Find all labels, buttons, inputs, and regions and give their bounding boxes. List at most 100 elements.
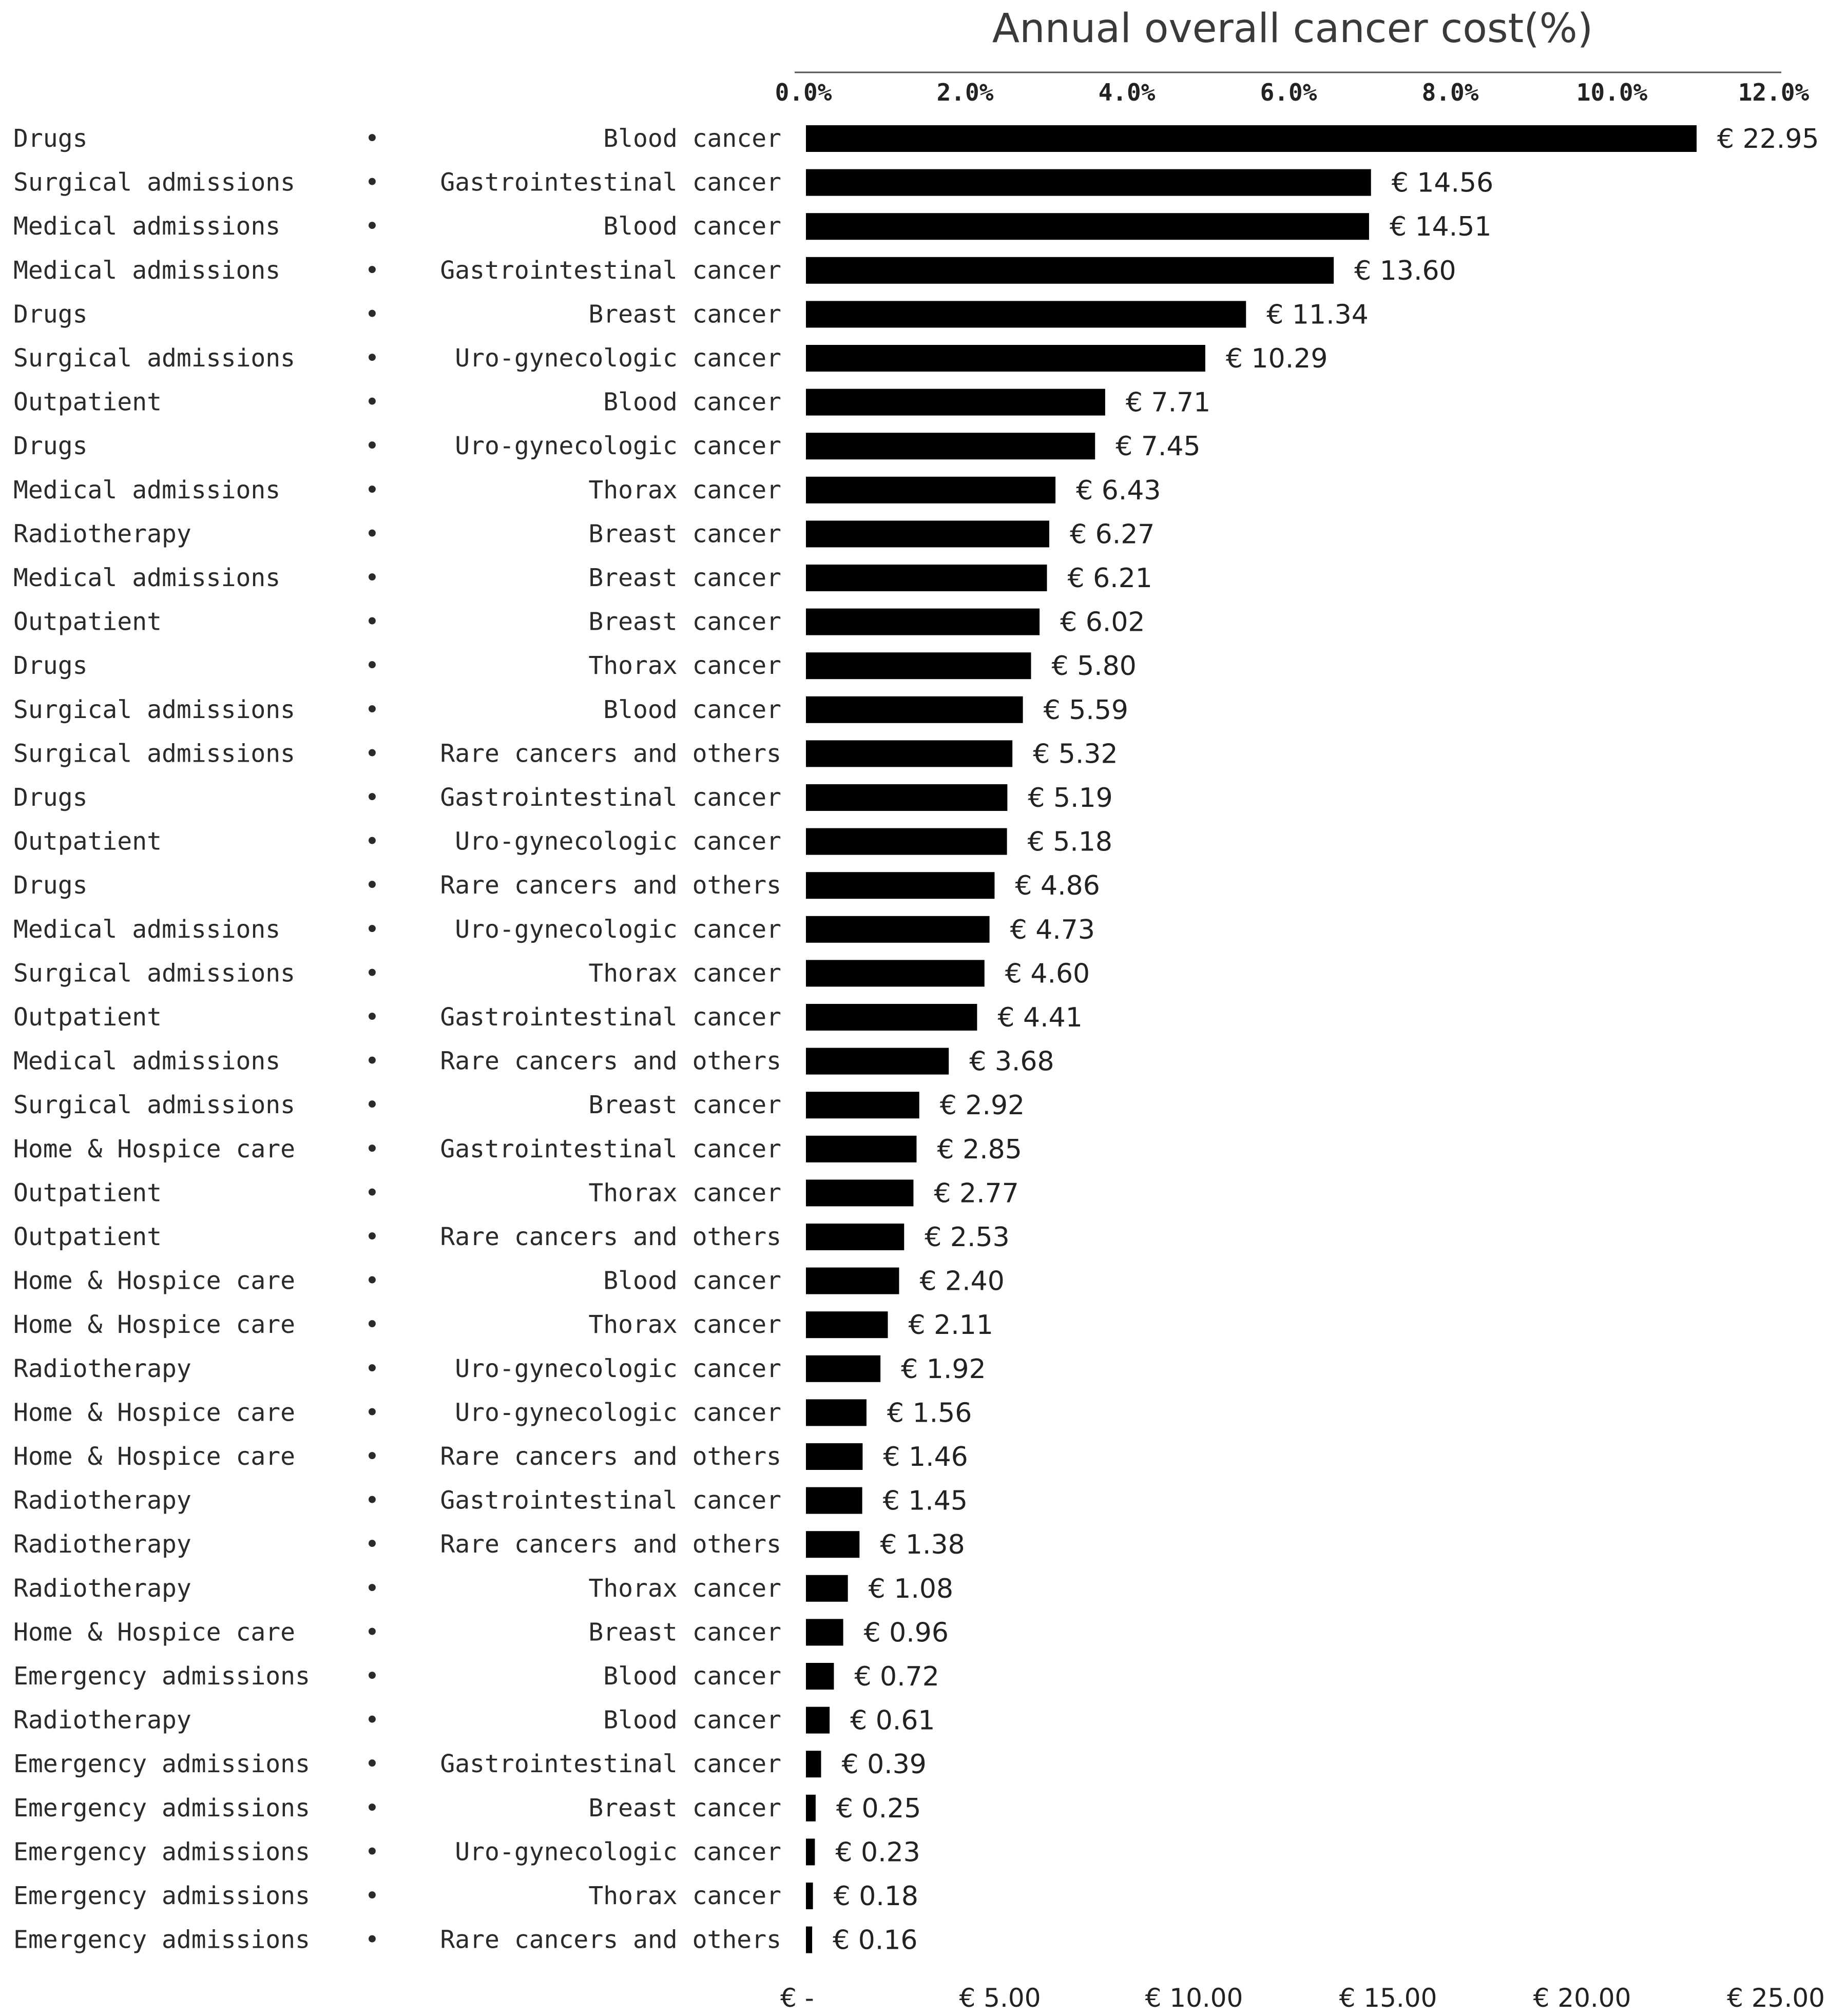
bar-row: Home & Hospice care • Blood cancer € 2.40 — [13, 1266, 1005, 1297]
cancer-label: Breast cancer — [588, 1091, 781, 1119]
bar-row: Surgical admissions • Uro-gynecologic canc… — [13, 343, 1327, 374]
bottom-axis-tick-label: € - — [780, 1983, 814, 2013]
cancer-label: Blood cancer — [603, 1706, 781, 1735]
bullet-separator: • — [365, 695, 380, 724]
value-label: € 13.60 — [1354, 256, 1456, 286]
value-label: € 0.16 — [833, 1925, 917, 1956]
value-label: € 7.45 — [1115, 431, 1200, 462]
cancer-label: Thorax cancer — [588, 651, 781, 680]
bar-row: Outpatient • Thorax cancer € 2.77 — [13, 1178, 1019, 1209]
cancer-label: Thorax cancer — [588, 1178, 781, 1207]
value-label: € 0.39 — [841, 1749, 926, 1780]
service-label: Emergency admissions — [13, 1882, 310, 1910]
bar — [806, 872, 995, 899]
bullet-separator: • — [365, 300, 380, 328]
bar — [806, 1267, 899, 1294]
service-label: Surgical admissions — [13, 739, 295, 768]
service-label: Surgical admissions — [13, 1091, 295, 1119]
value-label: € 1.56 — [887, 1398, 972, 1428]
bar — [806, 257, 1334, 284]
value-label: € 0.96 — [864, 1617, 949, 1648]
bullet-separator: • — [365, 1706, 380, 1735]
value-label: € 6.21 — [1067, 563, 1152, 594]
bar — [806, 520, 1050, 548]
bar — [806, 1619, 843, 1646]
service-label: Emergency admissions — [13, 1837, 310, 1866]
bullet-separator: • — [365, 651, 380, 680]
cancer-label: Blood cancer — [603, 1267, 781, 1295]
bullet-separator: • — [365, 827, 380, 856]
service-label: Radiotherapy — [13, 1706, 191, 1735]
bar-row: Home & Hospice care • Gastrointestinal can… — [13, 1134, 1022, 1165]
service-label: Emergency admissions — [13, 1926, 310, 1954]
value-label: € 2.85 — [937, 1134, 1022, 1165]
value-label: € 1.38 — [880, 1529, 965, 1560]
bar-row: Emergency admissions • Blood cancer € 0.72 — [13, 1661, 939, 1692]
service-label: Home & Hospice care — [13, 1310, 295, 1339]
bottom-axis-ticks: € - € 5.00 € 10.00 € 15.00 € 20.00 € 25.00 — [780, 1983, 1825, 2013]
service-label: Home & Hospice care — [13, 1135, 295, 1164]
bullet-separator: • — [365, 476, 380, 505]
bullet-separator: • — [365, 212, 380, 241]
bar — [806, 301, 1246, 328]
bar-row: Radiotherapy • Blood cancer € 0.61 — [13, 1705, 935, 1736]
bottom-axis-tick-label: € 15.00 — [1339, 1983, 1437, 2013]
service-label: Surgical admissions — [13, 695, 295, 724]
bar — [806, 916, 990, 943]
service-label: Radiotherapy — [13, 1530, 191, 1559]
bullet-separator: • — [365, 915, 380, 944]
bar — [806, 1311, 888, 1339]
value-label: € 1.92 — [901, 1354, 986, 1385]
bar-row: Medical admissions • Blood cancer € 14.51 — [13, 211, 1491, 242]
cancer-label: Uro-gynecologic cancer — [455, 344, 781, 373]
service-label: Home & Hospice care — [13, 1398, 295, 1427]
service-label: Medical admissions — [13, 564, 280, 592]
service-label: Radiotherapy — [13, 1574, 191, 1603]
bar — [806, 433, 1095, 460]
value-label: € 2.11 — [909, 1310, 993, 1341]
bar — [806, 1179, 914, 1207]
bar — [806, 696, 1023, 723]
bar-row: Drugs • Thorax cancer € 5.80 — [13, 651, 1137, 682]
value-label: € 22.95 — [1717, 124, 1819, 154]
service-label: Medical admissions — [13, 256, 280, 285]
bar — [806, 345, 1205, 372]
bar — [806, 608, 1040, 635]
bar-row: Emergency admissions • Rare cancers and ot… — [13, 1925, 918, 1956]
bar-row: Radiotherapy • Rare cancers and others € 1.… — [13, 1529, 965, 1560]
cancer-label: Thorax cancer — [588, 1574, 781, 1603]
bullet-separator: • — [365, 1354, 380, 1383]
bottom-axis-tick-label: € 10.00 — [1145, 1983, 1243, 2013]
cancer-label: Gastrointestinal cancer — [440, 256, 781, 285]
bar — [806, 1004, 977, 1031]
service-label: Surgical admissions — [13, 168, 295, 197]
cancer-label: Uro-gynecologic cancer — [455, 1398, 781, 1427]
top-axis-tick-label: 12.0% — [1738, 79, 1810, 106]
cancer-label: Gastrointestinal cancer — [440, 1003, 781, 1032]
bullet-separator: • — [365, 1926, 380, 1954]
value-label: € 2.77 — [934, 1178, 1018, 1209]
bar-row: Outpatient • Blood cancer € 7.71 — [13, 387, 1210, 418]
bullet-separator: • — [365, 1223, 380, 1251]
bar — [806, 1531, 860, 1558]
service-label: Radiotherapy — [13, 519, 191, 548]
chart-rows: Drugs • Blood cancer € 22.95 Surgical admiss… — [13, 124, 1819, 1956]
service-label: Outpatient — [13, 827, 162, 856]
bar — [806, 1883, 813, 1909]
bar — [806, 565, 1047, 591]
value-label: € 4.86 — [1015, 870, 1100, 901]
service-label: Medical admissions — [13, 212, 280, 241]
bar — [806, 1707, 830, 1734]
value-label: € 5.59 — [1044, 695, 1128, 726]
bullet-separator: • — [365, 256, 380, 285]
bar-row: Emergency admissions • Thorax cancer € 0.18 — [13, 1881, 918, 1912]
bar — [806, 784, 1008, 811]
bar-row: Home & Hospice care • Breast cancer € 0.96 — [13, 1617, 949, 1648]
bar-row: Radiotherapy • Gastrointestinal cancer € 1.… — [13, 1486, 968, 1517]
cancer-label: Blood cancer — [603, 1662, 781, 1691]
bar-row: Emergency admissions • Breast cancer € 0.25 — [13, 1793, 921, 1824]
bar — [806, 476, 1056, 503]
cancer-label: Uro-gynecologic cancer — [455, 432, 781, 460]
service-label: Outpatient — [13, 388, 162, 417]
service-label: Medical admissions — [13, 1047, 280, 1076]
